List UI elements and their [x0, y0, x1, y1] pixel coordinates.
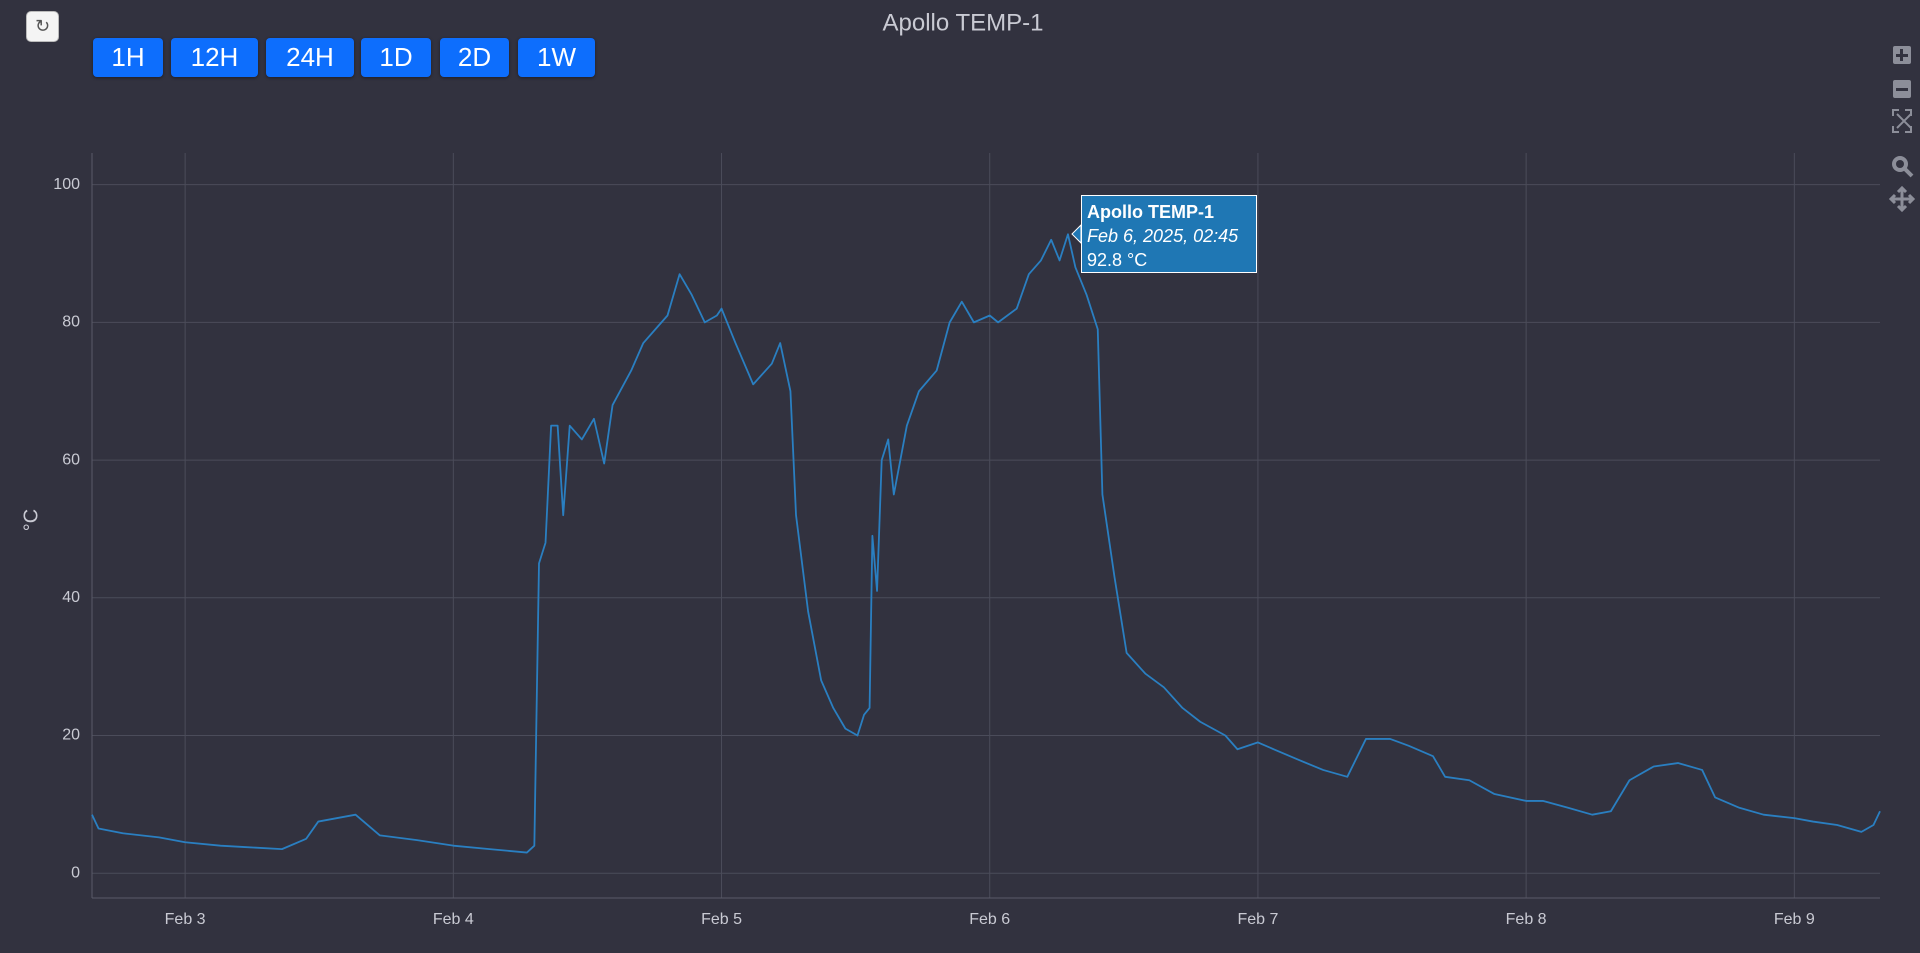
y-axis-label: °C — [20, 509, 42, 531]
y-tick-label: 20 — [62, 727, 80, 744]
zoom-in-button[interactable] — [1893, 46, 1911, 64]
zoom-button[interactable] — [1892, 156, 1914, 178]
x-tick-label: Feb 5 — [701, 911, 742, 928]
chart-title: Apollo TEMP-1 — [883, 9, 1044, 36]
range-button[interactable]: 2D — [440, 38, 509, 77]
y-tick-label: 100 — [53, 176, 80, 193]
y-tick-label: 40 — [62, 589, 80, 606]
y-tick-label: 0 — [71, 864, 80, 881]
tooltip-value: 92.8 °C — [1087, 250, 1148, 270]
modebar — [1888, 46, 1916, 213]
range-button[interactable]: 1W — [518, 38, 595, 77]
x-tick-label: Feb 9 — [1774, 911, 1815, 928]
zoom-out-button[interactable] — [1893, 80, 1911, 98]
autoscale-button[interactable] — [1892, 109, 1912, 133]
y-tick-label: 80 — [62, 314, 80, 331]
tooltip-series: Apollo TEMP-1 — [1087, 202, 1214, 222]
pan-button[interactable] — [1888, 185, 1916, 213]
range-button[interactable]: 12H — [171, 38, 258, 77]
range-button[interactable]: 1H — [93, 38, 163, 77]
tooltip-time: Feb 6, 2025, 02:45 — [1087, 226, 1239, 246]
data-line — [91, 233, 1881, 854]
tooltip-pointer — [1071, 223, 1082, 245]
x-tick-label: Feb 4 — [433, 911, 474, 928]
x-tick-label: Feb 8 — [1506, 911, 1547, 928]
x-tick-label: Feb 3 — [165, 911, 206, 928]
refresh-button[interactable]: ↻ — [26, 11, 59, 42]
hover-tooltip: Apollo TEMP-1 Feb 6, 2025, 02:45 92.8 °C — [1081, 195, 1257, 273]
x-tick-label: Feb 6 — [969, 911, 1010, 928]
range-button[interactable]: 24H — [266, 38, 354, 77]
x-tick-label: Feb 7 — [1237, 911, 1278, 928]
y-tick-label: 60 — [62, 451, 80, 468]
grid — [92, 153, 1880, 898]
range-button[interactable]: 1D — [361, 38, 431, 77]
